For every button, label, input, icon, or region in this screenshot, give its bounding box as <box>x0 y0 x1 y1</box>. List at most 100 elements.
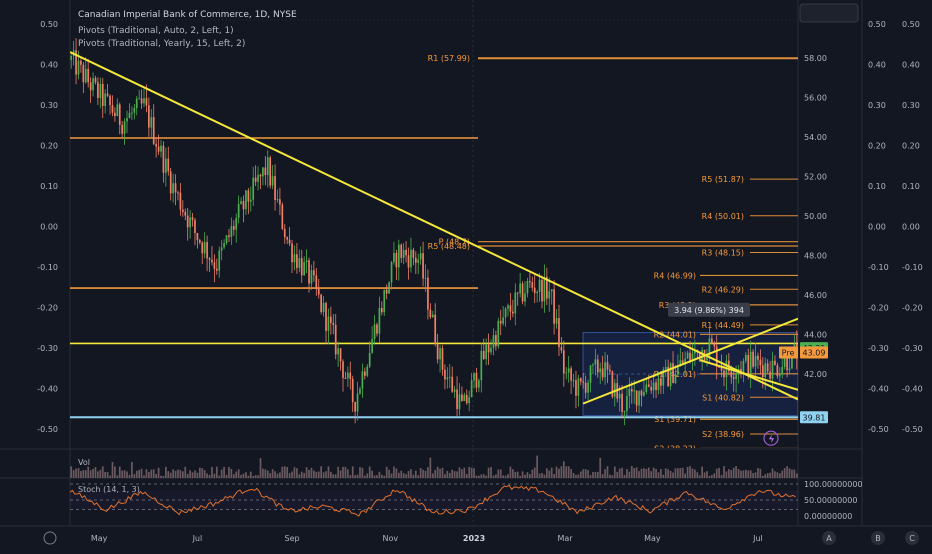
volume-bar <box>696 472 699 478</box>
candle-body <box>565 372 568 374</box>
volume-bar <box>655 468 657 478</box>
candle-body <box>429 309 432 318</box>
price-axis-tick: 52.00 <box>804 173 827 182</box>
price-axis-tick: 58.00 <box>804 54 827 63</box>
volume-bar <box>681 467 684 478</box>
candle-body <box>533 287 536 294</box>
volume-bar <box>727 469 730 478</box>
pivot-label: R3 (48.15) <box>702 249 744 258</box>
candle-body <box>167 158 170 172</box>
candle-body <box>252 177 255 200</box>
stoch-line <box>69 484 796 517</box>
volume-bar <box>470 467 473 478</box>
candle-body <box>414 257 417 263</box>
candle-body <box>575 380 577 396</box>
indicator-label-auto[interactable]: Pivots (Traditional, Auto, 2, Left, 1) <box>78 26 234 36</box>
volume-bar <box>116 475 119 478</box>
candle-body <box>269 157 272 186</box>
candle-body <box>482 350 485 359</box>
candle-body <box>279 199 281 205</box>
candle-body <box>157 146 160 152</box>
volume-bar <box>742 470 745 478</box>
candle-body <box>215 268 218 271</box>
volume-bar <box>509 466 512 478</box>
far-right-axis-tick: -0.40 <box>902 385 923 394</box>
volume-bar <box>191 472 194 478</box>
candle-body <box>652 382 655 391</box>
volume-bar <box>606 466 609 478</box>
volume-bar <box>114 466 116 478</box>
volume-bar <box>444 474 446 478</box>
volume-bar <box>138 469 141 478</box>
volume-bar <box>230 468 233 478</box>
candle-body <box>305 260 308 263</box>
settings-icon <box>43 531 57 545</box>
volume-bar <box>184 466 187 478</box>
candle-body <box>570 368 572 381</box>
right-axis-tick: -0.30 <box>868 344 889 353</box>
volume-bar <box>582 469 585 478</box>
candle-body <box>123 121 126 134</box>
far-right-axis-tick: 0.20 <box>902 142 920 151</box>
candle-body <box>291 243 293 263</box>
left-axis-tick: 0.10 <box>40 182 58 191</box>
volume-bar <box>703 472 706 478</box>
volume-bar <box>485 475 488 478</box>
candle-body <box>465 394 468 404</box>
volume-bar <box>507 474 509 478</box>
volume-bar <box>446 470 449 478</box>
candle-body <box>747 355 750 376</box>
candle-body <box>169 171 172 194</box>
candle-body <box>148 105 150 128</box>
stoch-axis-tick: 100.00000000 <box>804 480 863 489</box>
volume-bar <box>468 466 471 478</box>
candle-body <box>497 320 500 347</box>
volume-bar <box>240 474 242 478</box>
volume-bar <box>390 473 393 478</box>
volume-bar <box>778 473 781 478</box>
volume-bar <box>572 472 575 478</box>
candle-body <box>781 366 784 375</box>
descending-trendline <box>70 51 798 401</box>
volume-bar <box>395 468 398 478</box>
top-right-button <box>799 3 859 23</box>
candle-body <box>766 363 769 372</box>
volume-bar <box>740 470 742 478</box>
left-axis-tick: -0.40 <box>37 385 58 394</box>
candle-body <box>150 117 153 128</box>
volume-bar <box>181 471 184 478</box>
candle-body <box>669 363 672 387</box>
volume-bar <box>342 466 344 478</box>
candle-body <box>121 124 124 134</box>
volume-bar <box>664 468 667 478</box>
candle-body <box>516 292 519 294</box>
candle-body <box>744 355 747 361</box>
volume-bar <box>213 473 216 478</box>
volume-bar <box>126 471 128 478</box>
volume-bar <box>594 472 597 478</box>
volume-bar <box>441 467 444 478</box>
volume-bar <box>351 466 354 478</box>
candle-body <box>730 371 733 378</box>
volume-bar <box>502 475 505 478</box>
channel-support-line <box>699 359 798 391</box>
volume-bar <box>526 472 529 478</box>
candle-body <box>376 324 378 334</box>
indicator-label-yearly[interactable]: Pivots (Traditional, Yearly, 15, Left, 2… <box>78 39 245 49</box>
candle-body <box>320 294 323 313</box>
volume-bar <box>562 461 565 478</box>
candle-body <box>393 252 395 263</box>
candle-body <box>198 240 201 243</box>
volume-bar <box>84 470 87 478</box>
volume-bar <box>543 474 546 478</box>
candle-body <box>400 244 403 258</box>
volume-bar <box>72 470 75 478</box>
volume-bar <box>300 471 303 478</box>
volume-bar <box>286 467 289 478</box>
volume-bar <box>334 474 337 478</box>
volume-bar <box>203 470 206 478</box>
candle-body <box>558 318 560 348</box>
volume-bar <box>529 474 531 478</box>
